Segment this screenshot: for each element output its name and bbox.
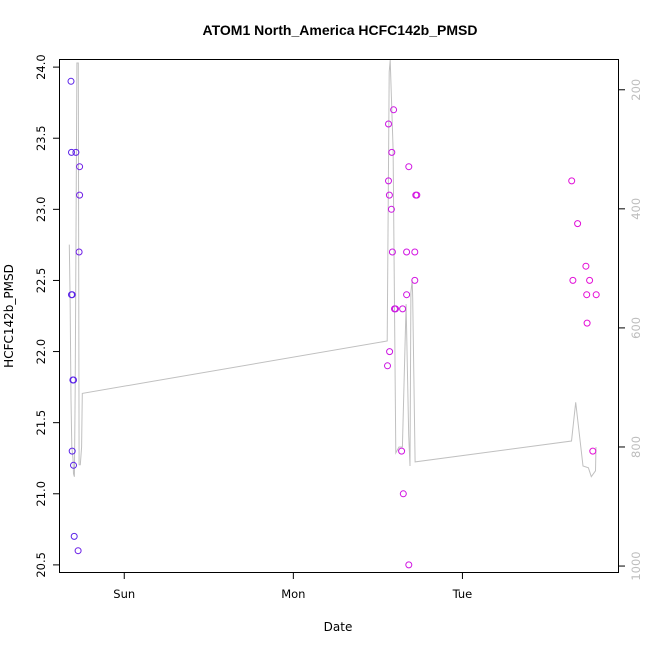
data-point-14 [384,362,391,370]
data-point-43 [589,447,597,455]
data-point-20 [388,148,396,156]
data-point-4 [68,447,76,455]
data-point-37 [569,276,577,284]
y-tick-label-4: 22.5 [34,268,48,294]
data-point-12 [76,191,84,199]
data-point-6 [70,376,77,384]
data-point-26 [399,305,407,313]
data-point-24 [392,305,399,313]
y2-tick-label-3: 800 [629,436,643,458]
data-point-38 [574,220,582,228]
y-tick-label-3: 22.0 [34,339,48,365]
data-point-42 [586,276,594,284]
data-point-10 [74,547,82,555]
data-point-1 [68,148,75,156]
x-tick-label-2: Tue [452,587,473,601]
data-point-25 [398,447,406,455]
y-tick-label-2: 21.5 [34,410,48,436]
data-point-22 [390,106,398,114]
x-axis-label: Date [324,620,353,634]
chart-title: ATOM1 North_America HCFC142b_PMSD [203,22,478,38]
data-point-31 [405,163,413,171]
y-tick-label-1: 21.0 [34,481,48,507]
data-point-40 [583,291,591,299]
data-point-39 [582,262,590,270]
data-point-44 [592,291,600,299]
data-point-35 [413,191,421,199]
data-point-11 [76,163,84,171]
data-point-3 [68,291,76,299]
y2-axis: 200 400 600 800 1000 [618,79,643,581]
data-point-41 [583,319,591,327]
point-layer [67,77,600,569]
data-point-28 [403,248,411,256]
y2-tick-label-4: 1000 [629,551,643,580]
y-tick-label-6: 23.5 [34,125,48,151]
data-point-29 [403,291,411,299]
data-point-36 [568,177,576,185]
data-point-33 [411,276,419,284]
data-point-15 [385,120,392,128]
data-point-13 [75,248,83,256]
data-point-16 [385,177,392,185]
x-tick-label-0: Sun [113,587,135,601]
y-tick-label-7: 24.0 [34,54,48,80]
y-tick-label-5: 23.0 [34,197,48,223]
y-tick-label-0: 20.5 [34,552,48,578]
data-point-0 [67,77,75,85]
data-point-9 [72,148,80,156]
y-axis: 20.5 21.0 21.5 22.0 22.5 23.0 23.5 24.0 [34,54,60,578]
data-point-17 [385,191,393,199]
data-point-32 [411,248,419,256]
data-point-19 [387,205,395,213]
y2-tick-label-2: 600 [629,317,643,339]
plot-frame [59,59,619,573]
y-axis-label: HCFC142b_PMSD [2,264,16,368]
y2-tick-label-0: 200 [629,79,643,101]
data-point-30 [405,561,413,569]
data-point-21 [388,248,396,256]
data-point-18 [386,348,394,356]
x-tick-label-1: Mon [281,587,305,601]
data-point-27 [399,490,407,498]
data-point-8 [70,532,78,540]
y2-tick-label-1: 400 [629,198,643,220]
data-point-7 [70,461,77,469]
x-axis: Sun Mon Tue [113,572,472,601]
